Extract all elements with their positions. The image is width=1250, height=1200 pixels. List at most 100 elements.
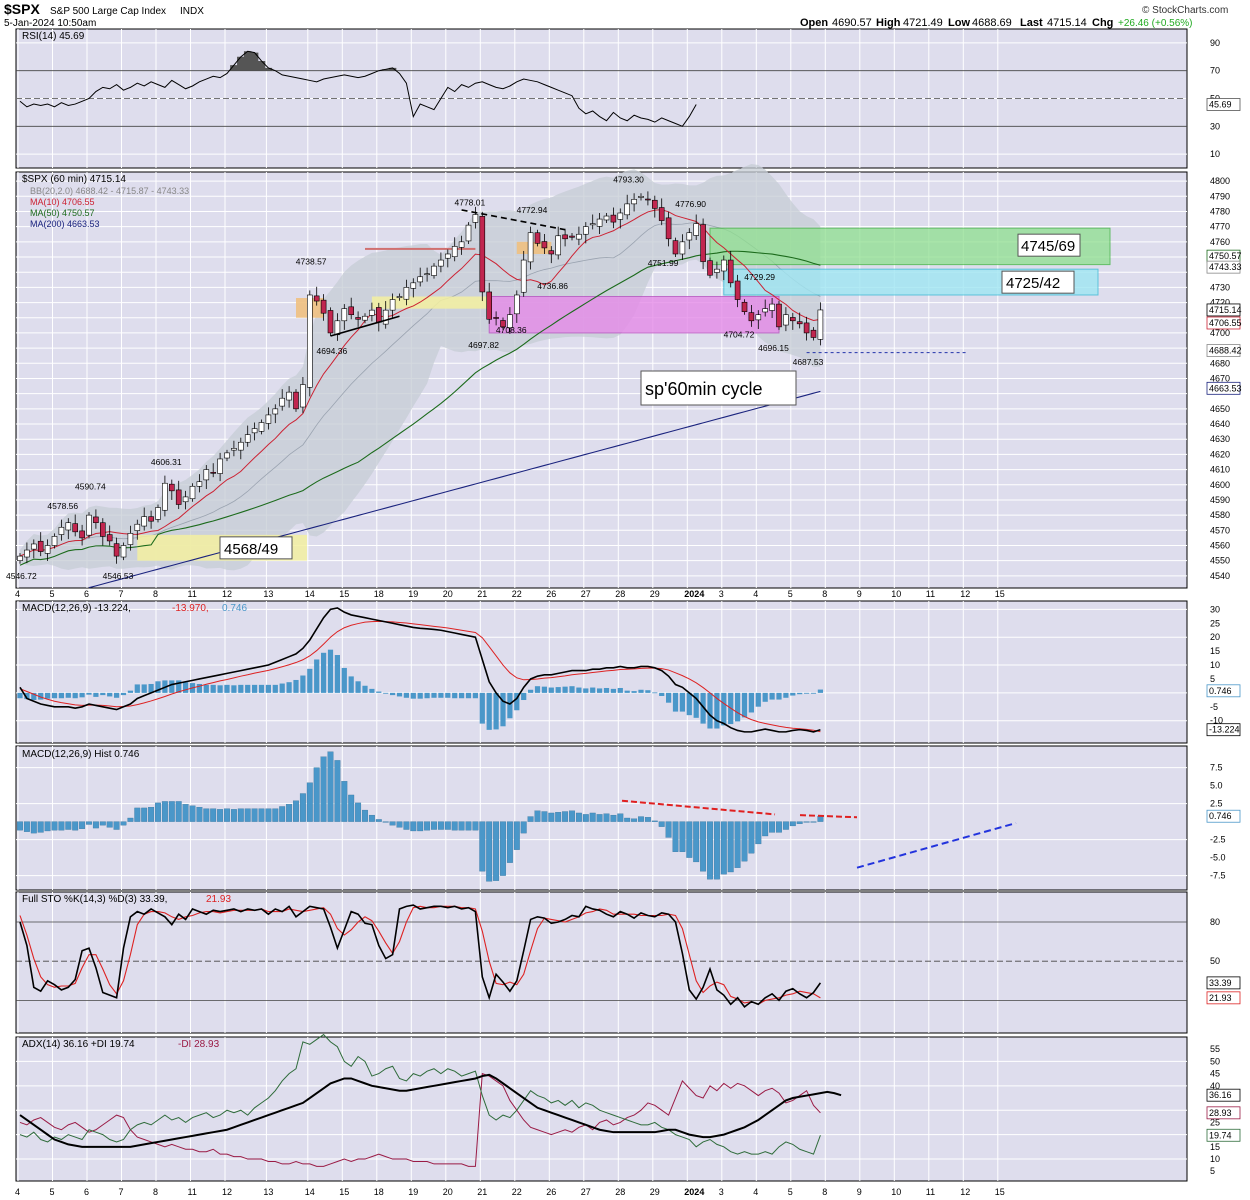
- macd-hist-bar: [86, 692, 92, 695]
- hist-bar: [299, 793, 306, 822]
- candle-body: [755, 314, 762, 321]
- hist-divergence-blue: [856, 822, 1017, 869]
- x-tick-label: 13: [263, 589, 273, 599]
- macd-hist-bar: [148, 683, 154, 693]
- ma200-line: [88, 390, 821, 589]
- hist-bar: [720, 821, 727, 875]
- y-tick-label: 15: [1210, 646, 1220, 656]
- macd-hist-bar: [810, 692, 817, 694]
- candle-body: [624, 203, 631, 216]
- candle-body: [182, 496, 189, 503]
- macd-hist-bar: [714, 692, 720, 729]
- macd-hist-bar: [700, 692, 706, 724]
- macd-hist-bar: [238, 684, 244, 693]
- y-tick-label: 70: [1210, 66, 1220, 76]
- macd-hist-bar: [355, 681, 361, 693]
- macd-signal-line: [19, 620, 821, 733]
- zone-yellow-2: [371, 296, 490, 309]
- hist-bar: [120, 821, 127, 826]
- y-tick-label: 4730: [1210, 282, 1230, 292]
- hist-bar: [493, 821, 500, 881]
- hist-bar: [789, 821, 796, 827]
- macd-hist-bar: [493, 692, 499, 730]
- hist-bar: [548, 812, 555, 822]
- candle-body: [486, 291, 493, 320]
- tag-last-box: [1206, 303, 1241, 317]
- trend-line-dashed: [461, 209, 566, 231]
- macd-hist-bar: [672, 692, 679, 712]
- candle-body: [369, 309, 375, 316]
- candle-body: [375, 307, 382, 323]
- macd-hist-bar: [652, 692, 658, 694]
- hist-bar: [727, 821, 734, 873]
- cycle-label-box: [640, 370, 797, 406]
- hist-bar: [569, 810, 575, 822]
- candle-body: [203, 469, 210, 481]
- hist-bar: [796, 821, 803, 824]
- x-tick-label: 11: [926, 589, 935, 599]
- tag-ma10: 4706.55: [1209, 318, 1242, 328]
- low-value: 4688.69: [972, 17, 1012, 29]
- macd-hist-bar: [100, 692, 106, 696]
- price-annotation: 4696.15: [758, 343, 789, 353]
- x-tick-label: 14: [305, 1187, 315, 1197]
- hist-bar: [500, 821, 506, 876]
- ma50-line: [19, 250, 821, 566]
- y-tick-label: 7.5: [1210, 763, 1223, 773]
- macd-hist-bar: [735, 692, 741, 722]
- price-annotation: 4694.36: [317, 346, 348, 356]
- macd-hist-bar: [58, 692, 64, 699]
- hist-bar: [182, 804, 189, 822]
- x-tick-label: 15: [995, 1187, 1005, 1197]
- candle-body: [51, 536, 58, 546]
- macd-hist-bar: [507, 692, 513, 719]
- macd-hist-bar: [659, 692, 665, 697]
- hist-bar: [155, 802, 161, 822]
- hist-bar: [465, 821, 472, 831]
- macd-hist-bar: [438, 692, 444, 698]
- x-tick-label: 29: [650, 589, 660, 599]
- macd-hist-bar: [390, 692, 396, 696]
- macd-hist-bar: [479, 692, 485, 724]
- macd-hist-bar: [38, 692, 44, 700]
- macd-hist-bar: [279, 683, 285, 693]
- hist-tag-box: [1206, 809, 1241, 823]
- macd-hist-bar: [528, 689, 534, 693]
- macd-hist-bar: [452, 692, 458, 699]
- candle-body: [106, 534, 113, 542]
- hist-bar: [389, 821, 396, 826]
- macd-hist-bar: [79, 692, 85, 698]
- candle-body: [493, 317, 499, 319]
- macd-hist-bar: [769, 692, 775, 700]
- hist-bar: [258, 808, 265, 822]
- hist-tag: 0.746: [1209, 811, 1232, 821]
- y-tick-label: 45: [1210, 1069, 1220, 1079]
- hist-bar: [693, 821, 700, 863]
- candle-body: [472, 214, 479, 223]
- hist-bar: [575, 812, 582, 822]
- price-annotation: 4776.90: [675, 199, 706, 209]
- tag-ma10-box: [1206, 316, 1241, 330]
- rsi-overbought-fill: [230, 51, 397, 71]
- sto-panel-frame: [15, 891, 1188, 1034]
- candle-body: [313, 295, 320, 302]
- chg-label: Chg: [1092, 17, 1113, 29]
- y-tick-label: 50: [1210, 1056, 1220, 1066]
- hist-legend: MACD(12,26,9) Hist 0.746: [22, 749, 140, 760]
- x-tick-label: 5: [788, 589, 793, 599]
- sto-d-tag-box: [1206, 991, 1241, 1005]
- zone-red-line: [365, 247, 476, 250]
- macd-legend: MACD(12,26,9) -13.224,: [22, 603, 131, 614]
- y-tick-label: 4650: [1210, 404, 1230, 414]
- hist-bar: [803, 821, 810, 823]
- candle-body: [141, 516, 147, 527]
- hist-bar: [203, 808, 210, 822]
- y-tick-label: -7.5: [1210, 871, 1226, 881]
- price-annotation: 4708.36: [496, 325, 527, 335]
- x-tick-label: 19: [408, 1187, 418, 1197]
- candle-body: [341, 308, 348, 322]
- adx-mdi-tag: 28.93: [1209, 1108, 1232, 1118]
- hist-panel: 7.55.02.5-2.5-5.0-7.50.00.746MACD(12,26,…: [15, 745, 1241, 891]
- candle-body: [120, 545, 127, 558]
